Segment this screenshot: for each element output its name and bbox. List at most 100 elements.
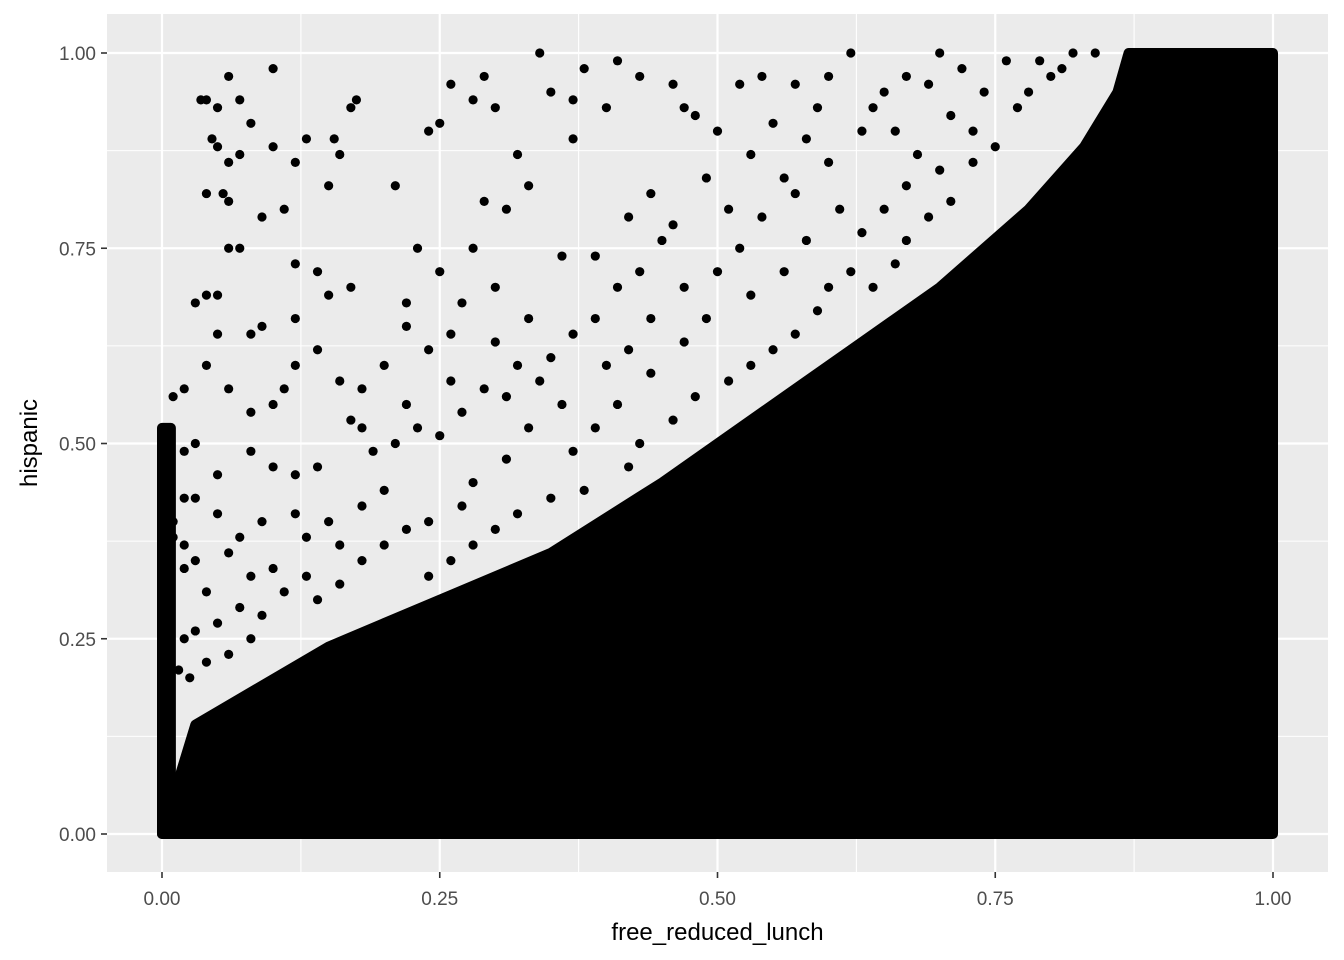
data-point (912, 149, 923, 160)
data-point (746, 149, 756, 160)
data-point (679, 282, 689, 292)
data-point (490, 282, 500, 292)
data-point (879, 87, 889, 97)
data-point (357, 501, 367, 511)
data-point (746, 290, 756, 300)
data-point (657, 235, 667, 246)
data-point (735, 243, 745, 253)
data-point (168, 517, 178, 527)
data-point (490, 337, 500, 347)
data-point (490, 103, 500, 113)
data-point (335, 149, 345, 160)
data-point (301, 571, 312, 581)
data-point (468, 540, 478, 550)
data-point (457, 407, 467, 417)
data-point (668, 415, 678, 425)
data-point (379, 485, 389, 495)
data-point (268, 64, 278, 74)
data-point (501, 392, 512, 402)
data-point (501, 454, 512, 464)
data-point (201, 657, 212, 667)
data-point (846, 48, 856, 58)
data-point (346, 103, 356, 113)
data-point (757, 71, 767, 82)
data-point (457, 501, 467, 511)
data-point (446, 329, 456, 339)
data-point (1068, 48, 1078, 58)
data-point (646, 188, 656, 199)
data-point (812, 306, 823, 316)
data-point (246, 634, 256, 644)
data-point (290, 157, 300, 167)
y-tick-label: 0.50 (59, 435, 96, 456)
data-point (379, 360, 389, 370)
data-point (390, 438, 400, 449)
data-point (923, 79, 934, 89)
data-point (212, 290, 223, 300)
data-point (457, 298, 467, 308)
data-point (568, 95, 578, 105)
data-point (1090, 48, 1100, 58)
data-point (468, 95, 478, 105)
data-point (324, 181, 334, 191)
data-point (357, 384, 367, 394)
data-point (524, 423, 534, 433)
data-point (857, 126, 867, 136)
data-point (646, 368, 656, 378)
data-point (168, 392, 178, 402)
x-tick-label: 0.50 (699, 889, 736, 910)
data-point (590, 423, 600, 433)
data-point (212, 103, 223, 113)
data-point (579, 485, 589, 495)
data-point (435, 118, 445, 128)
data-point (857, 228, 867, 238)
data-point (990, 142, 1000, 152)
data-point (268, 462, 278, 472)
data-point (207, 134, 217, 144)
data-point (246, 446, 256, 456)
data-point (601, 103, 612, 113)
data-point (412, 423, 423, 433)
data-point (801, 134, 811, 144)
data-point (546, 352, 556, 363)
data-point (212, 618, 223, 628)
data-point (512, 509, 523, 519)
data-point (635, 438, 645, 449)
data-point (668, 220, 678, 230)
data-point (268, 142, 278, 152)
data-point (335, 579, 345, 589)
data-point (790, 329, 800, 339)
data-point (312, 462, 323, 472)
x-tick-label: 0.00 (144, 889, 181, 910)
data-point (257, 321, 267, 331)
data-point (446, 79, 456, 89)
data-point (557, 251, 567, 261)
data-point (257, 212, 267, 222)
data-point (468, 477, 478, 488)
data-point (218, 188, 228, 199)
data-point (290, 470, 300, 480)
data-point (235, 243, 245, 253)
data-point (179, 634, 189, 644)
data-point (846, 267, 856, 277)
data-point (190, 556, 200, 566)
data-point (824, 71, 834, 82)
data-point (790, 188, 800, 199)
data-point (779, 173, 789, 183)
data-point (196, 95, 206, 105)
data-point (512, 149, 523, 160)
data-point (512, 360, 523, 370)
data-point (346, 282, 356, 292)
data-point (968, 157, 978, 167)
data-point (1012, 103, 1023, 113)
data-point (735, 79, 745, 89)
data-point (824, 282, 834, 292)
data-point (524, 181, 534, 191)
data-point (901, 71, 911, 82)
data-point (1023, 87, 1034, 97)
data-point (724, 204, 734, 214)
data-point (212, 142, 223, 152)
data-point (690, 110, 700, 121)
data-point (212, 509, 223, 519)
data-point (201, 360, 212, 370)
